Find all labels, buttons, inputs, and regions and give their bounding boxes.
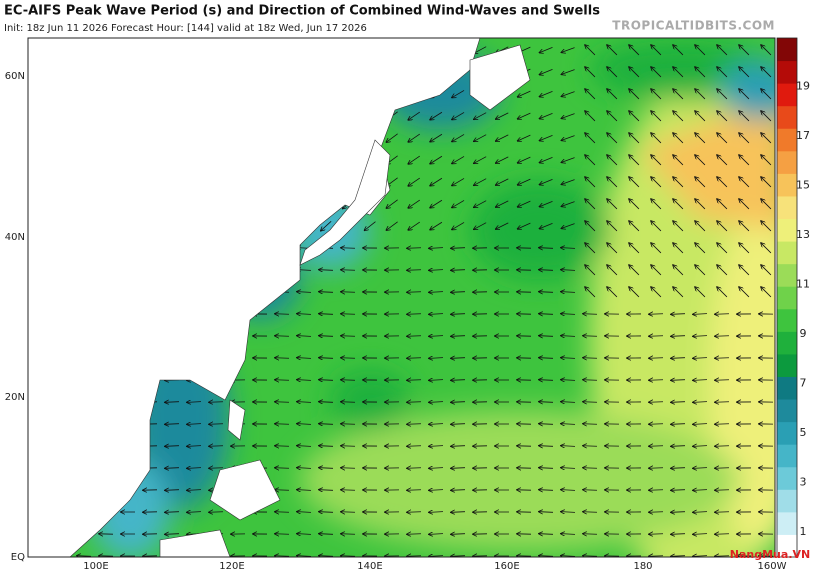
lon-label: 140E (357, 561, 382, 572)
colorbar-swatch (777, 151, 797, 174)
arrow (715, 534, 729, 535)
site-name: TROPICALTIDBITS.COM (612, 19, 775, 33)
colorbar-swatch (777, 61, 797, 84)
arrow (407, 314, 421, 315)
arrow (715, 512, 729, 513)
lat-label: EQ (11, 552, 25, 563)
colorbar-swatch (777, 83, 797, 106)
arrow (407, 248, 421, 249)
colorbar-swatch (777, 331, 797, 354)
arrow (209, 512, 223, 513)
colorbar-swatch (777, 38, 797, 61)
arrow (715, 490, 729, 491)
arrow (715, 468, 729, 469)
arrow (715, 446, 729, 447)
colorbar-label: 1 (800, 525, 807, 538)
lon-label: 160W (758, 561, 787, 572)
colorbar-swatch (777, 354, 797, 377)
arrow (715, 358, 729, 359)
colorbar-swatch (777, 444, 797, 467)
lat-label: 20N (5, 392, 25, 403)
colorbar-swatch (777, 309, 797, 332)
arrow (715, 424, 729, 425)
colorbar-swatch (777, 264, 797, 287)
colorbar-label: 7 (800, 377, 807, 390)
arrow (407, 358, 421, 359)
lat-label: 40N (5, 232, 25, 243)
colorbar-label: 3 (800, 476, 807, 489)
arrow (407, 424, 421, 425)
arrow (407, 512, 421, 513)
lat-label: 60N (5, 71, 25, 82)
arrow (715, 336, 729, 337)
colorbar-swatch (777, 399, 797, 422)
lon-labels: 100E 120E 140E 160E 180 160W (83, 561, 786, 572)
subtitle: Init: 18z Jun 11 2026 Forecast Hour: [14… (4, 23, 367, 34)
arrow (407, 292, 421, 293)
colorbar-label: 19 (796, 80, 810, 93)
colorbar-label: 13 (796, 228, 810, 241)
colorbar-swatch (777, 467, 797, 490)
arrow (407, 468, 421, 469)
colorbar-swatch (777, 376, 797, 399)
arrow (407, 490, 421, 491)
arrow (209, 446, 223, 447)
arrow (715, 556, 729, 557)
colorbar-label: 5 (800, 426, 807, 439)
colorbar-swatch (777, 196, 797, 219)
lat-labels: 60N 40N 20N EQ (5, 71, 25, 563)
arrow (407, 380, 421, 381)
colorbar-label: 11 (796, 278, 810, 291)
colorbar-swatch (777, 489, 797, 512)
colorbar-swatch (777, 241, 797, 264)
arrow (715, 380, 729, 381)
arrow (209, 424, 223, 425)
lon-label: 120E (219, 561, 244, 572)
arrow (407, 556, 421, 557)
colorbar-label: 17 (796, 129, 810, 142)
colorbar-swatch (777, 286, 797, 309)
map (20, 38, 810, 573)
arrow (209, 402, 223, 403)
lon-label: 180 (633, 561, 652, 572)
colorbar-label: 15 (796, 179, 810, 192)
colorbar-label: 9 (800, 327, 807, 340)
title: EC-AIFS Peak Wave Period (s) and Directi… (4, 4, 600, 19)
watermark: NangMua.VN (730, 548, 810, 561)
colorbar-swatch (777, 173, 797, 196)
arrow (715, 402, 729, 403)
arrow (715, 314, 729, 315)
lon-label: 160E (494, 561, 519, 572)
lon-label: 100E (83, 561, 108, 572)
arrow (407, 270, 421, 271)
colorbar-swatch (777, 106, 797, 129)
colorbar-swatch (777, 128, 797, 151)
colorbar-swatch (777, 422, 797, 445)
arrow (407, 446, 421, 447)
arrow (209, 468, 223, 469)
arrow (407, 402, 421, 403)
arrow (407, 534, 421, 535)
arrow (407, 336, 421, 337)
colorbar-swatch (777, 219, 797, 242)
colorbar-swatch (777, 512, 797, 535)
